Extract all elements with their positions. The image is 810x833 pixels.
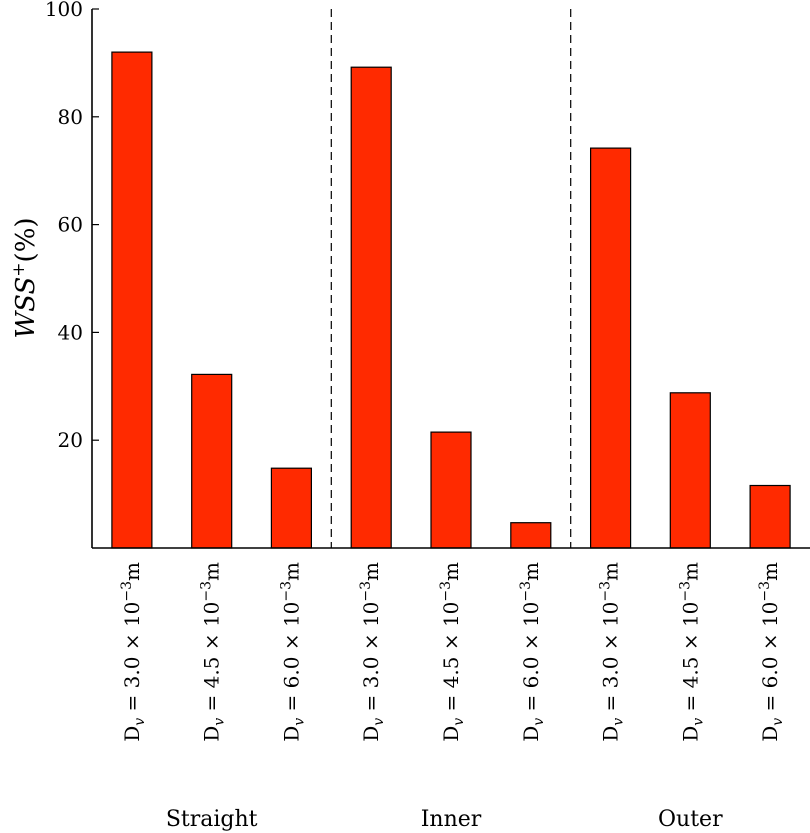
category-label-8: Dv = 4.5 × 10−3m [677,562,706,742]
bar-9 [749,484,791,549]
group-labels: Straight Inner Outer [166,807,723,832]
group-label-inner: Inner [421,807,482,832]
axes [91,9,810,549]
bar-6 [510,522,552,549]
bar-3 [270,467,312,549]
bar-5 [430,431,472,549]
group-dividers [330,9,572,548]
y-tick-label-80: 80 [58,105,83,129]
y-axis-label-superscript: + [9,262,29,276]
y-axis-label-main: WSS [11,277,41,339]
bar-4 [350,66,392,549]
category-label-3: Dv = 6.0 × 10−3m [278,562,307,742]
category-label-4: Dv = 3.0 × 10−3m [358,562,387,742]
category-label-9: Dv = 6.0 × 10−3m [757,562,786,742]
y-tick-label-60: 60 [58,213,83,237]
y-tick-label-20: 20 [58,428,83,452]
category-label-7: Dv = 3.0 × 10−3m [598,562,627,742]
y-tick-label-100: 100 [45,0,83,21]
category-labels: Dv = 3.0 × 10−3m Dv = 4.5 × 10−3m Dv = 6.0… [119,562,786,742]
group-label-straight: Straight [166,807,258,832]
y-axis-label-unit: (%) [11,217,41,262]
bar-2 [191,373,233,549]
category-label-5: Dv = 4.5 × 10−3m [438,562,467,742]
bar-7 [589,147,632,549]
y-tick-label-40: 40 [58,320,83,344]
bar-1 [111,51,153,549]
y-axis-label: WSS+(%) [9,217,41,338]
category-label-2: Dv = 4.5 × 10−3m [199,562,228,742]
category-label-1: Dv = 3.0 × 10−3m [119,562,148,742]
category-label-6: Dv = 6.0 × 10−3m [518,562,547,742]
bar-8 [669,392,711,549]
y-ticks: 20 40 60 80 100 [45,0,99,452]
bars [111,51,791,549]
group-label-outer: Outer [658,807,723,832]
